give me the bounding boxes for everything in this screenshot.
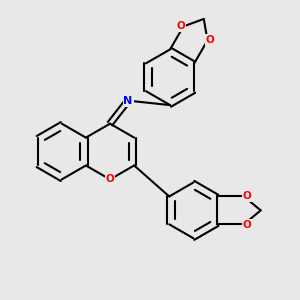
Text: O: O xyxy=(243,220,251,230)
Text: O: O xyxy=(106,174,114,184)
Text: O: O xyxy=(206,35,214,45)
Text: N: N xyxy=(123,96,133,106)
Text: O: O xyxy=(176,21,185,31)
Text: O: O xyxy=(243,191,251,201)
